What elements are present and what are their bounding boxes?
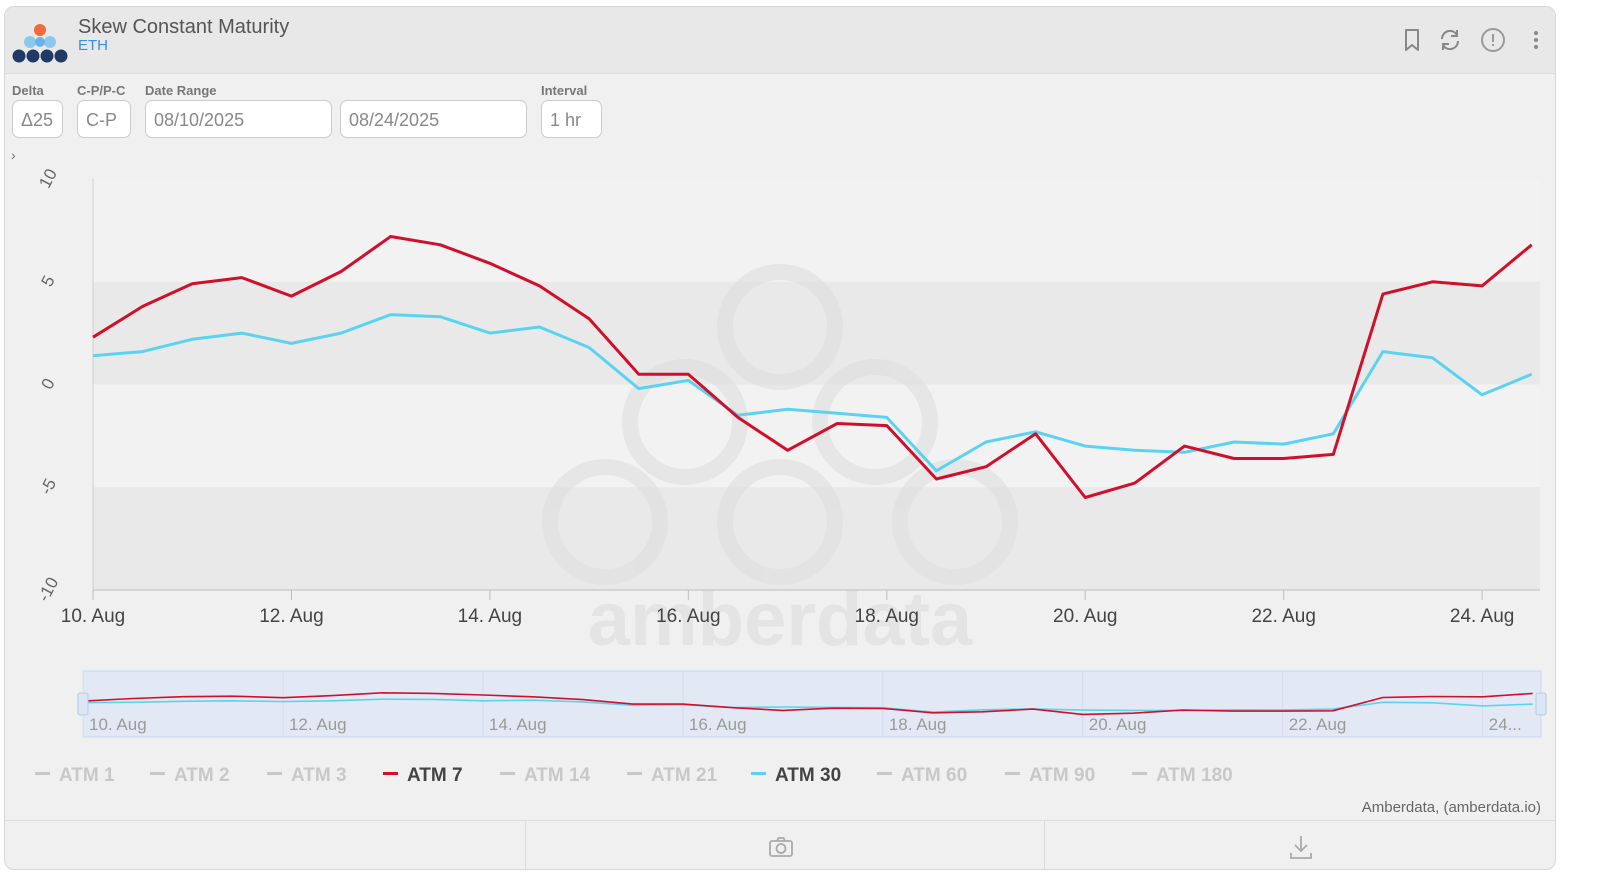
download-icon[interactable] bbox=[1287, 833, 1315, 861]
legend-label: ATM 7 bbox=[407, 765, 463, 786]
legend-swatch bbox=[877, 772, 892, 776]
interval-label: Interval bbox=[541, 83, 588, 98]
more-icon[interactable] bbox=[1523, 27, 1549, 53]
date-start-input[interactable]: 08/10/2025 bbox=[145, 100, 332, 138]
y-tick-label: -5 bbox=[36, 476, 60, 498]
legend-swatch bbox=[1005, 772, 1020, 776]
chart-panel: Skew Constant Maturity ETH Delta Δ25 C-P… bbox=[4, 6, 1556, 870]
delta-label: Delta bbox=[12, 83, 44, 98]
watermark-ring bbox=[717, 264, 843, 390]
legend-swatch bbox=[383, 772, 398, 776]
legend-item-atm90[interactable]: ATM 90 bbox=[1005, 765, 1095, 787]
legend-label: ATM 30 bbox=[775, 765, 842, 786]
panel-header: Skew Constant Maturity ETH bbox=[5, 7, 1555, 74]
legend-swatch bbox=[627, 772, 642, 776]
legend-swatch bbox=[150, 772, 165, 776]
controls-bar: Delta Δ25 C-P/P-C C-P Date Range 08/10/2… bbox=[5, 77, 1555, 147]
legend-swatch bbox=[35, 772, 50, 776]
legend-label: ATM 14 bbox=[524, 765, 591, 786]
footer-divider bbox=[1044, 821, 1045, 869]
bookmark-icon[interactable] bbox=[1399, 27, 1425, 53]
watermark-text: amberdata bbox=[588, 577, 973, 662]
navigator-range bbox=[82, 670, 1542, 738]
panel-footer bbox=[5, 820, 1555, 869]
refresh-icon[interactable] bbox=[1437, 27, 1463, 53]
y-tick-label: 0 bbox=[38, 375, 59, 392]
watermark-ring bbox=[542, 459, 668, 585]
navigator-tick-label: 24... bbox=[1489, 715, 1522, 734]
legend-swatch bbox=[267, 772, 282, 776]
navigator-tick-label: 16. Aug bbox=[689, 715, 747, 734]
navigator-tick-label: 22. Aug bbox=[1289, 715, 1347, 734]
navigator-tick-label: 20. Aug bbox=[1089, 715, 1147, 734]
legend-item-atm21[interactable]: ATM 21 bbox=[627, 765, 717, 787]
legend-item-atm60[interactable]: ATM 60 bbox=[877, 765, 967, 787]
interval-select[interactable]: 1 hr bbox=[541, 100, 602, 138]
x-tick-label: 18. Aug bbox=[855, 606, 919, 627]
watermark-ring bbox=[717, 459, 843, 585]
date-range-label: Date Range bbox=[145, 83, 217, 98]
legend-label: ATM 1 bbox=[59, 765, 115, 786]
x-tick-label: 12. Aug bbox=[259, 606, 323, 627]
y-tick-label: -10 bbox=[34, 574, 62, 605]
legend-item-atm7[interactable]: ATM 7 bbox=[383, 765, 463, 787]
y-tick-label: 10 bbox=[35, 166, 61, 192]
x-tick-label: 10. Aug bbox=[61, 606, 125, 627]
navigator-tick-label: 14. Aug bbox=[489, 715, 547, 734]
navigator-tick-label: 18. Aug bbox=[889, 715, 947, 734]
cp-label: C-P/P-C bbox=[77, 83, 126, 98]
navigator-atm7-series-line bbox=[82, 691, 1533, 716]
plot-band bbox=[93, 179, 1540, 282]
legend-swatch bbox=[751, 772, 766, 776]
watermark-ring bbox=[812, 359, 938, 485]
watermark-logo bbox=[542, 264, 1018, 585]
navigator-handle-left bbox=[77, 692, 89, 716]
legend-item-atm14[interactable]: ATM 14 bbox=[500, 765, 590, 787]
x-tick-label: 20. Aug bbox=[1053, 606, 1117, 627]
legend-label: ATM 180 bbox=[1156, 765, 1233, 786]
legend-item-atm1[interactable]: ATM 1 bbox=[35, 765, 115, 787]
credit-text: Amberdata, (amberdata.io) bbox=[1361, 799, 1541, 816]
atm7-series-line bbox=[92, 235, 1533, 499]
expand-toggle-icon[interactable]: › bbox=[11, 147, 16, 163]
legend-label: ATM 21 bbox=[651, 765, 718, 786]
watermark-ring bbox=[892, 459, 1018, 585]
chart-title: Skew Constant Maturity bbox=[78, 16, 290, 38]
legend-label: ATM 3 bbox=[291, 765, 347, 786]
navigator-handle-right bbox=[1535, 692, 1547, 716]
footer-divider bbox=[525, 821, 526, 869]
x-tick-label: 24. Aug bbox=[1450, 606, 1514, 627]
legend-label: ATM 2 bbox=[174, 765, 230, 786]
date-end-input[interactable]: 08/24/2025 bbox=[340, 100, 527, 138]
chart-subtitle: ETH bbox=[78, 37, 108, 54]
plot-band bbox=[93, 487, 1540, 590]
cp-select[interactable]: C-P bbox=[77, 100, 131, 138]
navigator-tick-label: 10. Aug bbox=[89, 715, 147, 734]
navigator-atm30-series-line bbox=[82, 698, 1533, 713]
y-tick-label: 5 bbox=[38, 273, 59, 290]
camera-icon[interactable] bbox=[767, 833, 795, 861]
delta-select[interactable]: Δ25 bbox=[12, 100, 63, 138]
legend-swatch bbox=[500, 772, 515, 776]
x-tick-label: 16. Aug bbox=[656, 606, 720, 627]
legend-swatch bbox=[1132, 772, 1147, 776]
legend-item-atm3[interactable]: ATM 3 bbox=[267, 765, 347, 787]
legend-label: ATM 90 bbox=[1029, 765, 1096, 786]
legend-item-atm2[interactable]: ATM 2 bbox=[150, 765, 230, 787]
watermark-ring bbox=[622, 359, 748, 485]
atm30-series-line bbox=[92, 313, 1533, 473]
alert-icon[interactable] bbox=[1480, 27, 1506, 53]
x-tick-label: 22. Aug bbox=[1251, 606, 1315, 627]
x-tick-label: 14. Aug bbox=[458, 606, 522, 627]
legend-item-atm30[interactable]: ATM 30 bbox=[751, 765, 841, 787]
legend-item-atm180[interactable]: ATM 180 bbox=[1132, 765, 1233, 787]
legend-label: ATM 60 bbox=[901, 765, 968, 786]
amberdata-logo-icon bbox=[12, 24, 68, 63]
navigator-tick-label: 12. Aug bbox=[289, 715, 347, 734]
